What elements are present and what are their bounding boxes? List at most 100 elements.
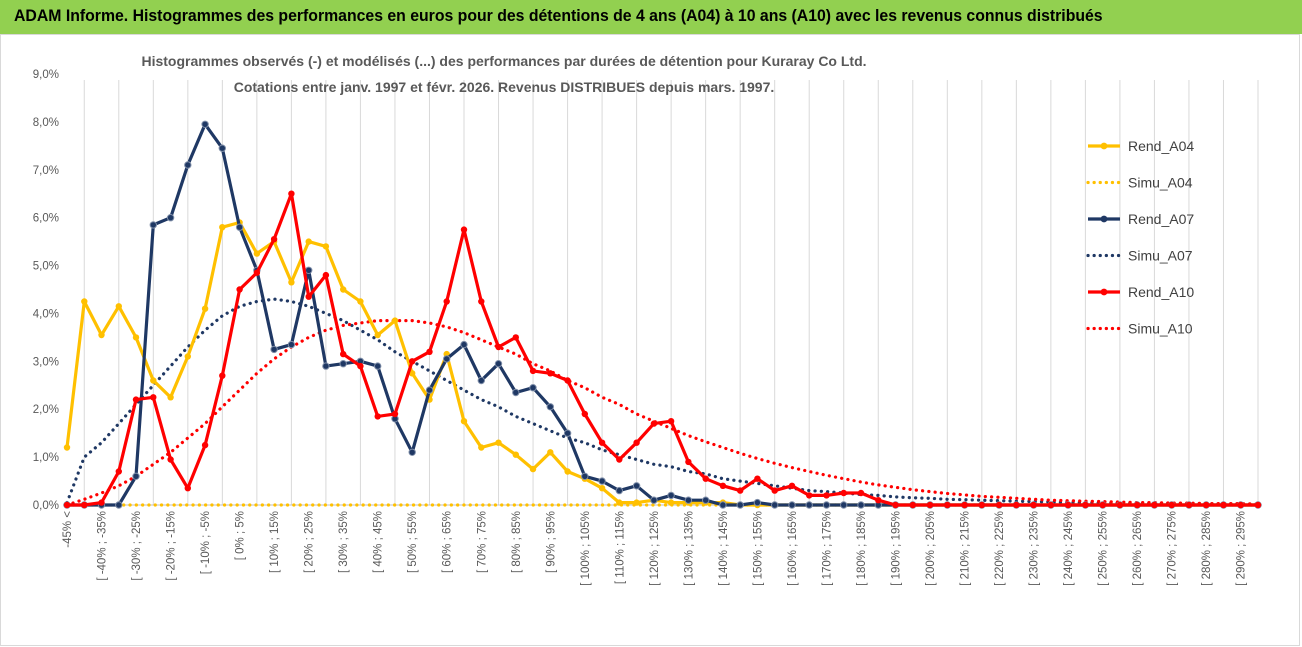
series-rend-a10 (63, 190, 1262, 509)
x-tick-label: [ -20% ; -15% (166, 511, 178, 581)
chart-area: Histogrammes observés (-) et modélisés (… (0, 34, 1300, 646)
data-point (944, 501, 951, 509)
data-point (408, 448, 416, 456)
data-point (63, 444, 71, 451)
data-point (667, 499, 675, 506)
x-tick-label: [ 290% ; 295% (1236, 511, 1248, 586)
data-point (391, 410, 399, 418)
data-point (184, 485, 191, 492)
data-point (529, 367, 537, 375)
data-point (288, 190, 295, 197)
data-point (1237, 501, 1244, 509)
data-point (702, 475, 709, 482)
data-point (460, 340, 468, 349)
x-tick-label: [ 130% ; 135% (683, 511, 695, 586)
legend-label: Rend_A04 (1128, 138, 1194, 154)
data-point (81, 298, 88, 305)
data-point (443, 355, 451, 363)
y-tick-label: 9,0% (33, 69, 59, 81)
data-point (1082, 501, 1089, 509)
y-tick-label: 6,0% (33, 213, 59, 225)
data-point (339, 360, 347, 368)
data-point (150, 377, 157, 384)
data-point (219, 224, 226, 231)
data-point (512, 334, 519, 341)
data-point (63, 501, 71, 509)
legend-label: Rend_A07 (1128, 211, 1194, 227)
data-point (650, 496, 658, 504)
data-point (875, 497, 882, 504)
x-tick-label: [ 20% ; 25% (304, 511, 316, 573)
data-point (529, 465, 537, 473)
x-tick-label: [ 160% ; 165% (787, 511, 799, 586)
data-point (305, 238, 312, 245)
data-point (685, 458, 692, 466)
data-point (98, 331, 105, 339)
data-point (201, 441, 209, 449)
data-point (840, 501, 848, 509)
x-tick-label: [ 150% ; 155% (752, 511, 764, 586)
x-tick-label: [ 70% ; 75% (476, 511, 488, 573)
x-tick-label: [ 170% ; 175% (821, 511, 833, 586)
data-point (719, 501, 727, 509)
data-point (926, 501, 934, 509)
data-point (270, 345, 278, 354)
data-point (632, 482, 641, 490)
data-point (167, 456, 174, 463)
data-point (236, 286, 243, 293)
data-point (564, 377, 571, 384)
data-point (425, 386, 434, 394)
data-point (219, 372, 226, 379)
data-point (581, 472, 589, 480)
data-point (132, 334, 140, 341)
legend-marker (1100, 288, 1108, 296)
series-line (67, 122, 1258, 507)
x-tick-label: [ 120% ; 125% (649, 511, 661, 586)
data-point (287, 340, 296, 349)
data-point (788, 501, 796, 509)
data-point (374, 362, 382, 370)
data-point (684, 496, 693, 504)
data-point (754, 475, 761, 482)
series-rend-a07 (63, 120, 1262, 509)
data-point (615, 486, 623, 495)
data-point (477, 376, 485, 385)
data-point (495, 343, 502, 351)
data-point (426, 348, 433, 355)
x-tick-label: [ 190% ; 195% (891, 511, 903, 586)
y-tick-labels: 0,0% 1,0% 2,0% 3,0% 4,0% 5,0% 6,0% 7,0% 8,0% 9,0% (33, 69, 59, 512)
data-point (409, 358, 416, 365)
report-title: ADAM Informe. Histogrammes des performan… (14, 6, 1103, 25)
data-point (340, 286, 347, 293)
x-tick-label: [ 230% ; 235% (1029, 511, 1041, 586)
y-tick-label: 2,0% (33, 404, 59, 416)
data-point (563, 429, 572, 437)
data-point (650, 420, 658, 427)
report-banner: ADAM Informe. Histogrammes des performan… (0, 0, 1302, 34)
legend-item: Rend_A04 (1088, 138, 1194, 154)
y-tick-label: 5,0% (33, 261, 59, 273)
data-point (495, 439, 502, 446)
data-point (753, 498, 762, 507)
data-point (546, 403, 554, 411)
series-simu-a10 (65, 319, 1260, 507)
data-point (598, 485, 606, 492)
data-point (978, 501, 985, 509)
data-point (391, 317, 399, 324)
y-tick-label: 4,0% (33, 308, 59, 320)
x-tick-label: [ -40% ; -35% (97, 511, 109, 581)
data-point (840, 489, 847, 497)
data-point (598, 477, 606, 485)
data-point (201, 305, 209, 312)
legend-label: Simu_A07 (1128, 248, 1193, 264)
data-point (1168, 501, 1175, 509)
data-point (253, 250, 261, 257)
data-point (115, 303, 123, 310)
data-point (529, 384, 537, 392)
data-point (270, 236, 278, 243)
data-point (132, 472, 140, 480)
y-tick-label: 8,0% (33, 117, 59, 129)
data-point (1134, 501, 1141, 509)
data-point (184, 161, 192, 169)
data-point (1203, 501, 1210, 509)
